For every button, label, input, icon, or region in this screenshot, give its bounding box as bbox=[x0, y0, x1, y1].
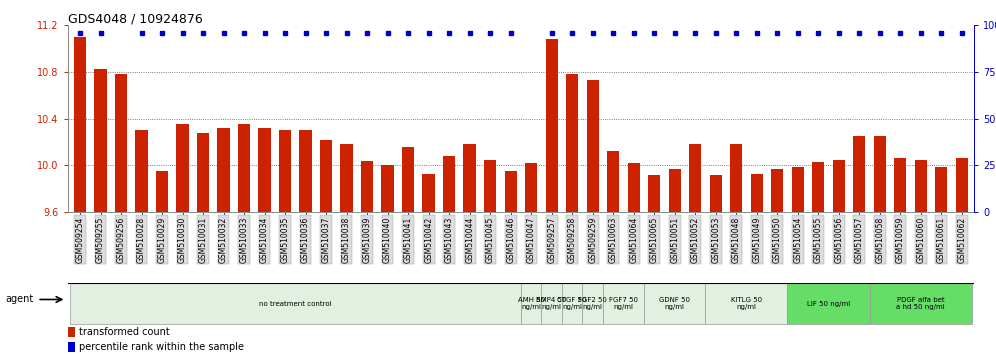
Bar bbox=[689, 144, 701, 212]
Bar bbox=[751, 174, 763, 212]
Bar bbox=[562, 283, 583, 324]
Bar bbox=[197, 133, 209, 212]
Text: LIF 50 ng/ml: LIF 50 ng/ml bbox=[807, 301, 851, 307]
Bar bbox=[74, 36, 87, 212]
Text: CTGF 50
ng/ml: CTGF 50 ng/ml bbox=[558, 297, 587, 310]
Text: BMP4 50
ng/ml: BMP4 50 ng/ml bbox=[537, 297, 567, 310]
Bar bbox=[709, 175, 722, 212]
Bar bbox=[320, 140, 333, 212]
Bar bbox=[279, 130, 291, 212]
Bar bbox=[873, 136, 885, 212]
Bar bbox=[705, 283, 788, 324]
Bar bbox=[422, 174, 435, 212]
Bar bbox=[217, 128, 230, 212]
Text: KITLG 50
ng/ml: KITLG 50 ng/ml bbox=[731, 297, 762, 310]
Bar bbox=[771, 169, 784, 212]
Bar bbox=[521, 283, 542, 324]
Bar bbox=[505, 171, 517, 212]
Bar bbox=[603, 283, 644, 324]
Bar bbox=[730, 144, 742, 212]
Text: agent: agent bbox=[5, 295, 33, 304]
Bar bbox=[542, 283, 562, 324]
Bar bbox=[258, 128, 271, 212]
Bar bbox=[788, 283, 870, 324]
Bar bbox=[381, 165, 393, 212]
Bar bbox=[668, 169, 681, 212]
Text: FGF7 50
ng/ml: FGF7 50 ng/ml bbox=[609, 297, 637, 310]
Bar bbox=[156, 171, 168, 212]
Bar bbox=[463, 144, 476, 212]
Bar bbox=[627, 163, 639, 212]
Bar bbox=[238, 125, 250, 212]
Bar bbox=[176, 125, 188, 212]
Text: GDS4048 / 10924876: GDS4048 / 10924876 bbox=[68, 12, 202, 25]
Bar bbox=[583, 283, 603, 324]
Bar bbox=[70, 283, 521, 324]
Bar bbox=[135, 130, 147, 212]
Text: PDGF alfa bet
a hd 50 ng/ml: PDGF alfa bet a hd 50 ng/ml bbox=[896, 297, 945, 310]
Bar bbox=[341, 144, 353, 212]
Text: percentile rank within the sample: percentile rank within the sample bbox=[79, 342, 244, 352]
Bar bbox=[812, 162, 825, 212]
Bar bbox=[833, 160, 845, 212]
Bar bbox=[566, 74, 579, 212]
Bar bbox=[300, 130, 312, 212]
Bar bbox=[935, 167, 947, 212]
Bar bbox=[648, 175, 660, 212]
Bar bbox=[792, 167, 804, 212]
Text: AMH 50
ng/ml: AMH 50 ng/ml bbox=[518, 297, 545, 310]
Bar bbox=[546, 39, 558, 212]
Bar bbox=[955, 159, 968, 212]
Text: GDNF 50
ng/ml: GDNF 50 ng/ml bbox=[659, 297, 690, 310]
Bar bbox=[68, 327, 75, 337]
Bar bbox=[361, 161, 374, 212]
Bar bbox=[854, 136, 866, 212]
Bar bbox=[914, 160, 927, 212]
Bar bbox=[644, 283, 705, 324]
Bar bbox=[443, 156, 455, 212]
Bar bbox=[607, 152, 620, 212]
Bar bbox=[402, 147, 414, 212]
Bar bbox=[95, 69, 107, 212]
Bar bbox=[870, 283, 972, 324]
Bar bbox=[484, 160, 496, 212]
Bar bbox=[894, 159, 906, 212]
Bar bbox=[587, 80, 599, 212]
Bar bbox=[115, 74, 127, 212]
Text: FGF2 50
ng/ml: FGF2 50 ng/ml bbox=[579, 297, 608, 310]
Text: transformed count: transformed count bbox=[79, 327, 169, 337]
Bar bbox=[525, 163, 537, 212]
Text: no treatment control: no treatment control bbox=[259, 301, 332, 307]
Bar bbox=[68, 342, 75, 353]
